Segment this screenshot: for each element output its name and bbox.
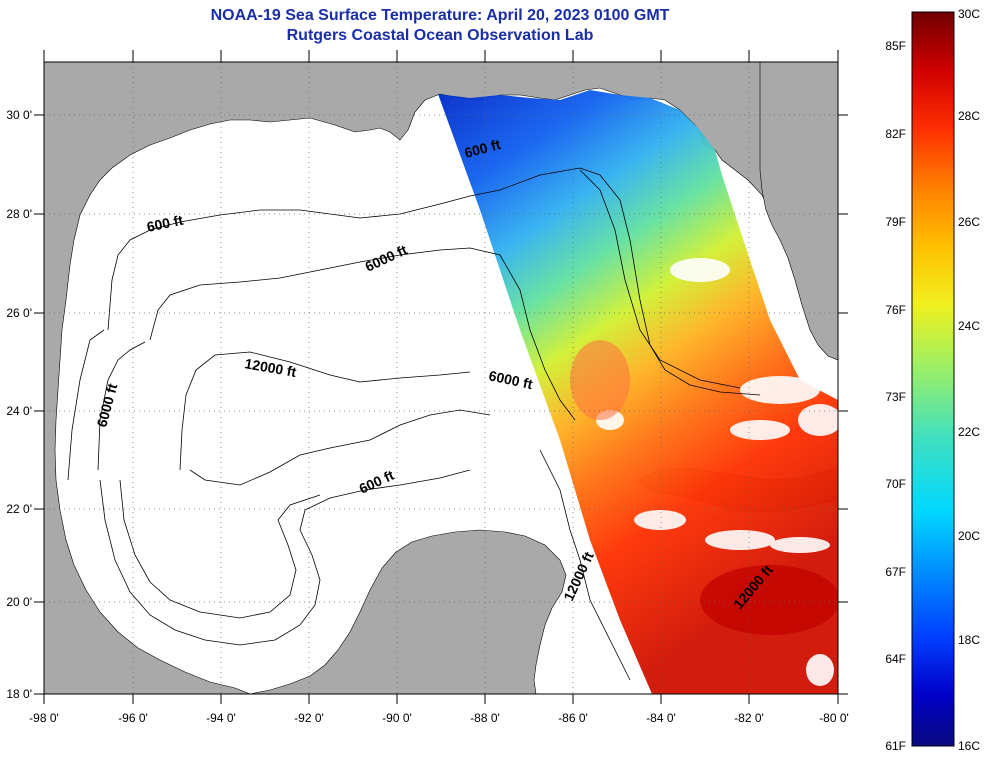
lat-label: 28 0'	[6, 207, 32, 221]
colorbar-c-label: 30C	[958, 7, 980, 21]
contour-600ft-north	[107, 167, 761, 396]
colorbar-c-label: 22C	[958, 425, 980, 439]
title-line-1: NOAA-19 Sea Surface Temperature: April 2…	[210, 7, 670, 24]
cloud-patches	[596, 258, 838, 686]
lon-label: -80 0'	[819, 711, 849, 725]
lon-tick-labels: -98 0' -96 0' -94 0' -92 0' -90 0' -88 0…	[29, 711, 849, 725]
lat-label: 26 0'	[6, 306, 32, 320]
warm-plume	[570, 340, 630, 420]
lon-label: -92 0'	[294, 711, 324, 725]
lon-label: -94 0'	[206, 711, 236, 725]
colorbar-c-label: 18C	[958, 633, 980, 647]
colorbar-f-label: 73F	[885, 390, 906, 404]
colorbar-f-label: 82F	[885, 127, 906, 141]
contour-6000ft-south	[119, 479, 321, 619]
lat-tick-labels: 18 0' 20 0' 22 0' 24 0' 26 0' 28 0' 30 0…	[6, 108, 32, 701]
contour-600ft-west	[67, 329, 105, 481]
plot-frame	[43, 61, 839, 695]
title-line-2: Rutgers Coastal Ocean Observation Lab	[286, 27, 594, 44]
lon-label: -84 0'	[646, 711, 676, 725]
warm-core	[700, 565, 838, 635]
lat-label: 20 0'	[6, 595, 32, 609]
bathymetry-contours	[67, 167, 761, 681]
colorbar-f-label: 70F	[885, 477, 906, 491]
colorbar-c-label: 16C	[958, 739, 980, 753]
lon-label: -82 0'	[734, 711, 764, 725]
lon-label: -90 0'	[382, 711, 412, 725]
colorbar-fahrenheit-labels: 85F 82F 79F 76F 73F 70F 67F 64F 61F	[885, 39, 906, 753]
colorbar-f-label: 67F	[885, 565, 906, 579]
colorbar-c-label: 24C	[958, 319, 980, 333]
grid-lines	[44, 62, 838, 694]
lon-label: -88 0'	[470, 711, 500, 725]
colorbar-c-label: 26C	[958, 215, 980, 229]
colorbar-f-label: 79F	[885, 215, 906, 229]
contour-6000ft-west	[97, 341, 146, 471]
contour-swath-shelf	[579, 169, 741, 389]
land-florida	[759, 62, 838, 361]
lon-label: -98 0'	[29, 711, 59, 725]
colorbar-c-label: 20C	[958, 529, 980, 543]
lon-label: -96 0'	[118, 711, 148, 725]
colorbar-f-label: 61F	[885, 739, 906, 753]
land-us-coast	[44, 62, 838, 694]
contour-6000ft	[149, 247, 576, 421]
map-title: NOAA-19 Sea Surface Temperature: April 2…	[0, 6, 880, 46]
contour-12000ft-box	[189, 409, 491, 486]
land-yucatan	[249, 529, 567, 694]
contour-600ft-south	[99, 469, 471, 646]
colorbar-c-label: 28C	[958, 109, 980, 123]
colorbar-celsius-labels: 30C 28C 26C 24C 22C 20C 18C 16C	[958, 7, 980, 753]
colorbar	[911, 11, 955, 747]
lat-label: 24 0'	[6, 404, 32, 418]
lat-label: 18 0'	[6, 687, 32, 701]
contour-label-600ft-1: 600 ft	[145, 212, 184, 235]
contour-12000ft-east	[539, 449, 631, 681]
tick-marks	[34, 50, 848, 704]
lon-label: -86 0'	[558, 711, 588, 725]
lat-label: 22 0'	[6, 502, 32, 516]
lat-label: 30 0'	[6, 108, 32, 122]
colorbar-f-label: 76F	[885, 303, 906, 317]
contour-12000ft	[179, 351, 471, 471]
colorbar-f-label: 85F	[885, 39, 906, 53]
colorbar-f-label: 64F	[885, 652, 906, 666]
